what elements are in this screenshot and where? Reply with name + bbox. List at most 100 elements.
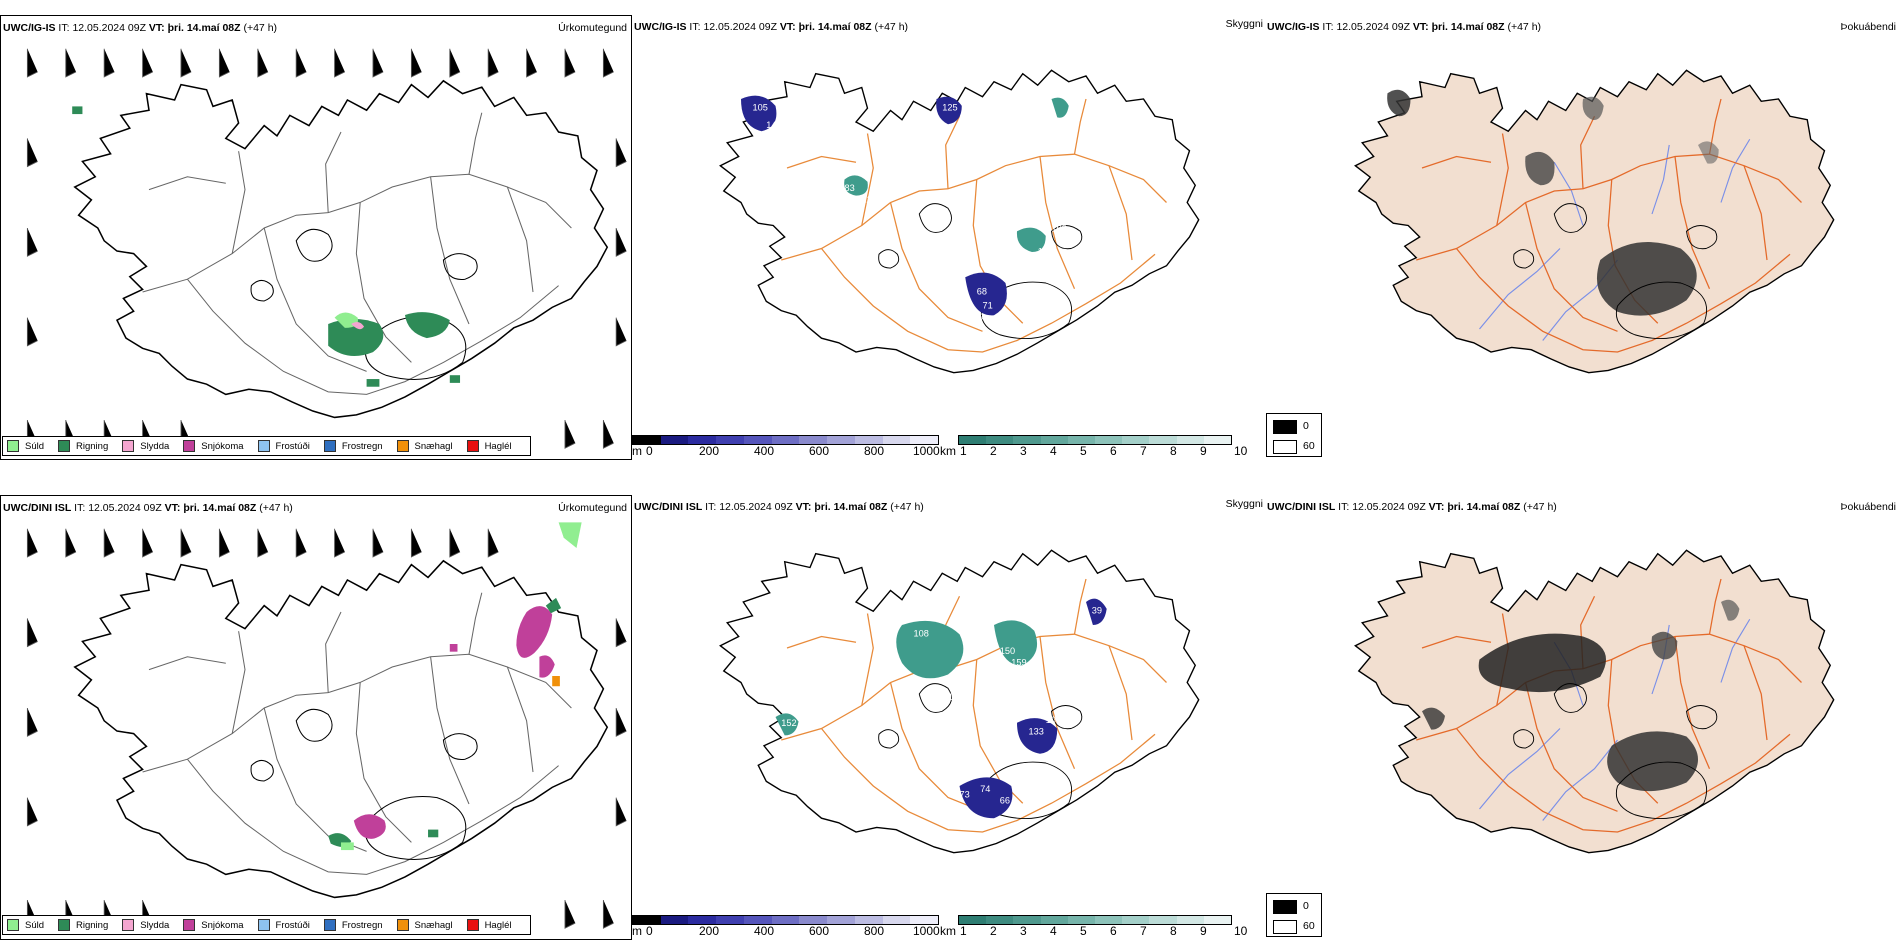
visibility-areas (741, 95, 1069, 316)
scale-tick: 400 (754, 444, 775, 458)
legend-item: Rigning (58, 440, 108, 452)
visibility-scale-top: km 1 2 3 4 5 6 7 8 9 10 (940, 435, 1247, 458)
legend-item: Slydda (122, 919, 169, 931)
scale-tick: 1 (960, 924, 967, 938)
legend-item: Haglél (466, 919, 512, 931)
precip-label: 200 (942, 195, 957, 205)
panel-header: UWC/IG-IS IT: 12.05.2024 09Z VT: þri. 14… (1267, 21, 1542, 33)
precip-label: 66 (1000, 795, 1010, 805)
legend-item: Frostregn (323, 440, 383, 452)
fog-swatch (1273, 420, 1297, 434)
precip-label: 136 (862, 195, 877, 205)
precip-label: 152 (781, 718, 796, 728)
scale-tick: 600 (809, 924, 830, 938)
precip-areas (72, 106, 461, 387)
precip-label: 133 (1029, 726, 1044, 736)
fog-areas (1422, 599, 1740, 792)
scale-tick: 3 (1020, 924, 1027, 938)
scale-tick: 3 (1020, 444, 1027, 458)
scale-tick: 6 (1110, 444, 1117, 458)
scale-tick: 2 (990, 924, 997, 938)
precip-labels: 105 144 125 80 83 136 200 143 103 127 11… (753, 103, 1067, 322)
fog-scale-value: 60 (1303, 440, 1315, 452)
scale-tick: 5 (1080, 444, 1087, 458)
fog-panel-bottom: UWC/DINI ISL IT: 12.05.2024 09Z VT: þri.… (1267, 495, 1900, 940)
precip-label: 159 (1011, 657, 1026, 667)
fog-map-top (1354, 69, 1835, 374)
legend-item: Slydda (122, 440, 169, 452)
precip-label: 143 (994, 192, 1009, 202)
precip-label: 144 (766, 120, 781, 130)
visibility-panel-top: 105 144 125 80 83 136 200 143 103 127 11… (632, 15, 1267, 460)
scale-tick: 6 (1110, 924, 1117, 938)
precip-areas (328, 522, 582, 851)
scale-tick: 4 (1050, 924, 1057, 938)
visibility-map-top: 105 144 125 80 83 136 200 143 103 127 11… (719, 69, 1200, 374)
legend-item: Frostregn (323, 919, 383, 931)
scale-unit: m (632, 444, 642, 458)
fog-swatch (1273, 920, 1297, 934)
scale-tick: 800 (864, 924, 885, 938)
ceiling-scale-bottom: m 0 200 400 600 800 1000 (632, 915, 942, 938)
legend-item: Rigning (58, 919, 108, 931)
precip-label: 108 (914, 629, 929, 639)
scale-tick: 200 (699, 444, 720, 458)
scale-tick: 1000 (913, 924, 940, 938)
scale-tick: 8 (1170, 444, 1177, 458)
visibility-scale-bottom: km 1 2 3 4 5 6 7 8 9 10 (940, 915, 1247, 938)
ceiling-scale-top: m 0 200 400 600 800 1000 (632, 435, 942, 458)
legend-item: Frostúði (257, 919, 310, 931)
scale-tick: 10 (1234, 924, 1248, 938)
legend-item: Haglél (466, 440, 512, 452)
precip-label: 150 (1000, 646, 1015, 656)
scale-tick: 600 (809, 444, 830, 458)
scale-unit: km (940, 444, 956, 458)
precip-label: 125 (942, 103, 957, 113)
precip-type-legend: Súld Rigning Slydda Snjókoma Frostúði Fr… (2, 915, 531, 935)
scale-tick: 0 (646, 924, 653, 938)
precip-label: 73 (960, 790, 970, 800)
precip-label: 80 (891, 126, 901, 136)
panel-title: Skyggni (1225, 18, 1263, 30)
legend-item: Snjókoma (183, 440, 244, 452)
fog-scale-bottom: 0 60 (1266, 893, 1322, 937)
precip-label: 79 (973, 312, 983, 322)
precip-label: 71 (983, 300, 993, 310)
scale-tick: 400 (754, 924, 775, 938)
scale-tick: 1 (960, 444, 967, 458)
panel-header: UWC/IG-IS IT: 12.05.2024 09Z VT: þri. 14… (634, 21, 909, 33)
panel-title: Skyggni (1225, 498, 1263, 510)
panel-header: UWC/DINI ISL IT: 12.05.2024 09Z VT: þri.… (3, 502, 293, 514)
visibility-colorbar (958, 435, 1232, 445)
fog-swatch (1273, 900, 1297, 914)
precip-type-map-bottom (26, 522, 627, 929)
scale-tick: 800 (864, 444, 885, 458)
precip-label: 74 (980, 784, 990, 794)
precip-type-panel-top: UWC/IG-IS IT: 12.05.2024 09Z VT: þri. 14… (0, 15, 632, 460)
scale-tick: 5 (1080, 924, 1087, 938)
scale-tick: 2 (990, 444, 997, 458)
precip-label: 105 (753, 103, 768, 113)
precip-label: 116 (1038, 246, 1053, 256)
legend-item: Snæhagl (396, 919, 453, 931)
scale-tick: 9 (1200, 924, 1207, 938)
legend-item: Súld (7, 440, 44, 452)
legend-item: Súld (7, 919, 44, 931)
panel-header: UWC/DINI ISL IT: 12.05.2024 09Z VT: þri.… (634, 501, 924, 513)
scale-tick: 0 (646, 444, 653, 458)
precip-label: 103 (1052, 223, 1067, 233)
fog-scale-top: 0 60 (1266, 413, 1322, 457)
precip-label: 87 (845, 721, 855, 731)
scale-tick: 8 (1170, 924, 1177, 938)
scale-tick: 4 (1050, 444, 1057, 458)
legend-item: Snæhagl (396, 440, 453, 452)
precip-label: 126 (1017, 611, 1032, 621)
scale-tick: 200 (699, 924, 720, 938)
panel-title: Úrkomutegund (558, 22, 627, 34)
scale-tick: 7 (1140, 924, 1147, 938)
visibility-map-bottom: 108 150 126 159 133 182 102 152 87 73 74… (719, 549, 1200, 854)
panel-header: UWC/DINI ISL IT: 12.05.2024 09Z VT: þri.… (1267, 501, 1557, 513)
precip-labels: 108 150 126 159 133 182 102 152 87 73 74… (781, 606, 1102, 806)
legend-item: Frostúði (257, 440, 310, 452)
precip-type-map-top (26, 48, 627, 449)
